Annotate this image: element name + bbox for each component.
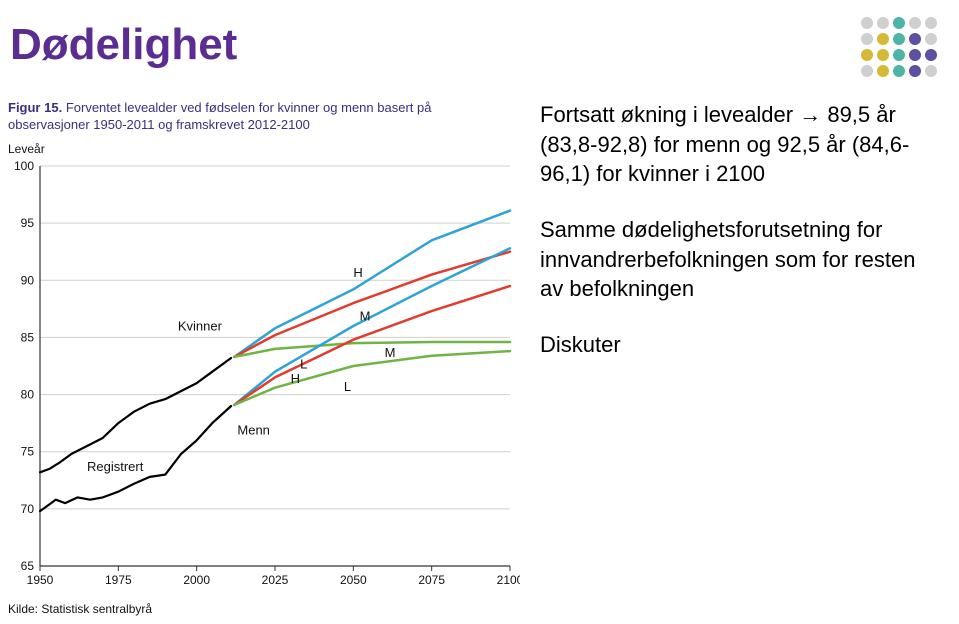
logo-dot — [925, 49, 937, 61]
y-tick-label: 80 — [21, 387, 35, 401]
logo-dot — [925, 65, 937, 77]
slide-title: Dødelighet — [10, 20, 237, 70]
logo-dot — [893, 33, 905, 45]
logo-dot — [861, 49, 873, 61]
logo-dot — [909, 65, 921, 77]
logo-dot — [877, 65, 889, 77]
chart-label-Registrert: Registrert — [87, 459, 144, 474]
y-tick-label: 100 — [14, 159, 34, 173]
logo-dot — [893, 49, 905, 61]
x-tick-label: 2100 — [497, 573, 520, 587]
paragraph-2: Samme dødelighetsforutsetning for innvan… — [540, 215, 940, 304]
y-tick-label: 90 — [21, 273, 35, 287]
chart-panel: Figur 15. Forventet levealder ved fødsel… — [0, 100, 520, 616]
x-tick-label: 1950 — [27, 573, 54, 587]
paragraph-3: Diskuter — [540, 330, 940, 360]
logo-dot — [861, 65, 873, 77]
y-tick-label: 70 — [21, 502, 35, 516]
chart-label-L2: L — [344, 379, 351, 394]
logo-dot — [877, 17, 889, 29]
y-axis-title: Leveår — [0, 138, 520, 156]
x-tick-label: 2025 — [262, 573, 289, 587]
chart-label-Menn: Menn — [237, 422, 270, 437]
logo-dot — [909, 17, 921, 29]
chart-label-H2: H — [291, 371, 300, 386]
figure-caption-text: Forventet levealder ved fødselen for kvi… — [8, 100, 431, 132]
logo-dot — [909, 49, 921, 61]
x-tick-label: 2075 — [418, 573, 445, 587]
logo-dot — [877, 49, 889, 61]
logo-dot — [893, 17, 905, 29]
x-tick-label: 2050 — [340, 573, 367, 587]
logo-dot — [925, 17, 937, 29]
logo-dot — [861, 17, 873, 29]
y-tick-label: 65 — [21, 559, 35, 573]
chart-label-L1: L — [300, 356, 307, 371]
x-tick-label: 2000 — [183, 573, 210, 587]
logo — [859, 15, 939, 79]
y-tick-label: 95 — [21, 216, 35, 230]
x-tick-label: 1975 — [105, 573, 132, 587]
chart-label-H1: H — [353, 265, 362, 280]
y-tick-label: 75 — [21, 444, 35, 458]
logo-dot — [877, 33, 889, 45]
logo-dot — [893, 65, 905, 77]
line-chart: 65 70 75 80 85 90 95 100 1950 1975 2000 2025 2050 207… — [0, 156, 520, 596]
chart-label-Kvinner: Kvinner — [178, 318, 223, 333]
text-column: Fortsatt økning i levealder → 89,5 år (8… — [540, 100, 940, 386]
series-reg_kvinner — [40, 358, 231, 472]
paragraph-1: Fortsatt økning i levealder → 89,5 år (8… — [540, 100, 940, 189]
chart-label-M2: M — [385, 345, 396, 360]
source-citation: Kilde: Statistisk sentralbyrå — [0, 596, 520, 616]
figure-caption: Figur 15. Forventet levealder ved fødsel… — [0, 100, 520, 138]
logo-dot — [909, 33, 921, 45]
logo-dot — [861, 33, 873, 45]
y-tick-label: 85 — [21, 330, 35, 344]
logo-dot — [925, 33, 937, 45]
figure-number: Figur 15. — [8, 100, 62, 115]
chart-label-M1: M — [360, 308, 371, 323]
